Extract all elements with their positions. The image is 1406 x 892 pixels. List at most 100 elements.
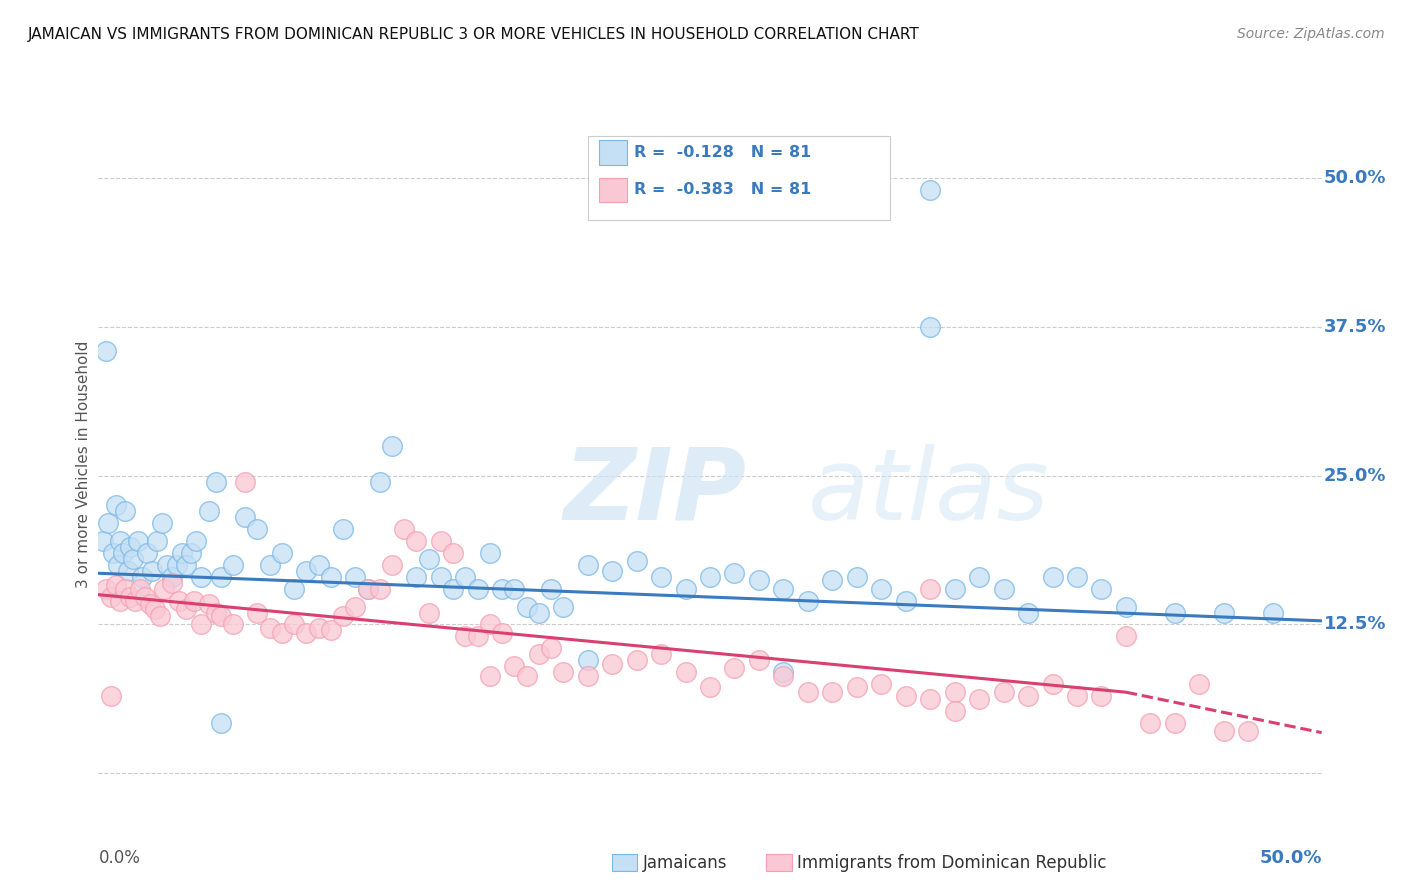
Point bbox=[183, 593, 205, 607]
Point bbox=[356, 582, 378, 596]
Point bbox=[1164, 606, 1187, 620]
Point bbox=[920, 183, 942, 197]
Point bbox=[845, 681, 868, 695]
Point bbox=[430, 570, 453, 584]
Text: atlas: atlas bbox=[808, 444, 1049, 541]
Point bbox=[1017, 606, 1039, 620]
Point bbox=[478, 617, 501, 632]
Point bbox=[392, 522, 416, 536]
Point bbox=[920, 582, 942, 596]
Point bbox=[1115, 599, 1137, 614]
Point bbox=[1115, 629, 1137, 643]
Point bbox=[121, 552, 143, 566]
Point bbox=[454, 570, 477, 584]
Point bbox=[993, 685, 1015, 699]
Point bbox=[797, 685, 820, 699]
Point bbox=[167, 593, 190, 607]
Point bbox=[114, 582, 136, 596]
Point bbox=[319, 624, 342, 638]
Point bbox=[772, 582, 794, 596]
Point bbox=[209, 609, 232, 624]
Point bbox=[344, 570, 367, 584]
Point bbox=[870, 582, 893, 596]
Text: R =  -0.128   N = 81: R = -0.128 N = 81 bbox=[634, 145, 811, 160]
Point bbox=[97, 516, 120, 531]
Point bbox=[1042, 677, 1064, 691]
Point bbox=[650, 570, 672, 584]
Point bbox=[699, 570, 721, 584]
Point bbox=[381, 439, 404, 453]
Point bbox=[153, 582, 176, 596]
Point bbox=[576, 668, 599, 682]
Point bbox=[120, 590, 142, 604]
Point bbox=[139, 597, 162, 611]
Point bbox=[209, 570, 232, 584]
Point bbox=[143, 602, 166, 616]
Point bbox=[491, 582, 513, 596]
Point bbox=[430, 534, 453, 549]
Point bbox=[295, 625, 318, 640]
Point bbox=[503, 659, 526, 673]
Point bbox=[186, 534, 208, 549]
Point bbox=[259, 558, 281, 572]
Point bbox=[894, 689, 917, 703]
Point bbox=[295, 564, 318, 578]
Point bbox=[101, 546, 124, 560]
Point bbox=[160, 570, 183, 584]
Point bbox=[748, 653, 770, 667]
Point bbox=[160, 575, 183, 590]
Y-axis label: 3 or more Vehicles in Household: 3 or more Vehicles in Household bbox=[76, 340, 91, 588]
Point bbox=[576, 558, 599, 572]
Text: 12.5%: 12.5% bbox=[1324, 615, 1386, 633]
Point bbox=[626, 653, 648, 667]
Point bbox=[1139, 716, 1161, 731]
Point bbox=[515, 599, 537, 614]
Point bbox=[205, 606, 228, 620]
Point bbox=[131, 570, 153, 584]
Point bbox=[91, 534, 114, 549]
Point bbox=[920, 320, 942, 334]
Point bbox=[772, 668, 794, 682]
Point bbox=[467, 582, 489, 596]
Text: Jamaicans: Jamaicans bbox=[643, 854, 727, 871]
Point bbox=[540, 582, 562, 596]
Point bbox=[141, 564, 163, 578]
Point bbox=[723, 566, 745, 581]
Point bbox=[478, 668, 501, 682]
Text: Source: ZipAtlas.com: Source: ZipAtlas.com bbox=[1237, 27, 1385, 41]
Point bbox=[920, 692, 942, 706]
Point bbox=[894, 593, 917, 607]
Point bbox=[111, 546, 134, 560]
Text: ZIP: ZIP bbox=[564, 444, 747, 541]
Point bbox=[146, 534, 169, 549]
Text: Immigrants from Dominican Republic: Immigrants from Dominican Republic bbox=[797, 854, 1107, 871]
Point bbox=[1066, 689, 1088, 703]
Point bbox=[1188, 677, 1211, 691]
Point bbox=[222, 558, 245, 572]
Point bbox=[748, 574, 770, 588]
Point bbox=[110, 593, 132, 607]
Point bbox=[127, 534, 149, 549]
Point bbox=[821, 685, 844, 699]
Point bbox=[136, 546, 159, 560]
Point bbox=[772, 665, 794, 679]
Point bbox=[1164, 716, 1187, 731]
Point bbox=[553, 665, 575, 679]
Point bbox=[1237, 724, 1260, 739]
Point bbox=[100, 689, 122, 703]
Point bbox=[943, 704, 966, 718]
Point bbox=[491, 625, 513, 640]
Point bbox=[270, 546, 294, 560]
Point bbox=[134, 590, 156, 604]
Text: R =  -0.383   N = 81: R = -0.383 N = 81 bbox=[634, 183, 811, 197]
Point bbox=[94, 343, 117, 358]
Point bbox=[699, 681, 721, 695]
Point bbox=[166, 558, 188, 572]
Point bbox=[600, 657, 623, 671]
Point bbox=[197, 597, 219, 611]
Point bbox=[1090, 582, 1112, 596]
Point bbox=[515, 668, 537, 682]
Point bbox=[170, 546, 193, 560]
Point bbox=[1066, 570, 1088, 584]
Point bbox=[176, 602, 198, 616]
